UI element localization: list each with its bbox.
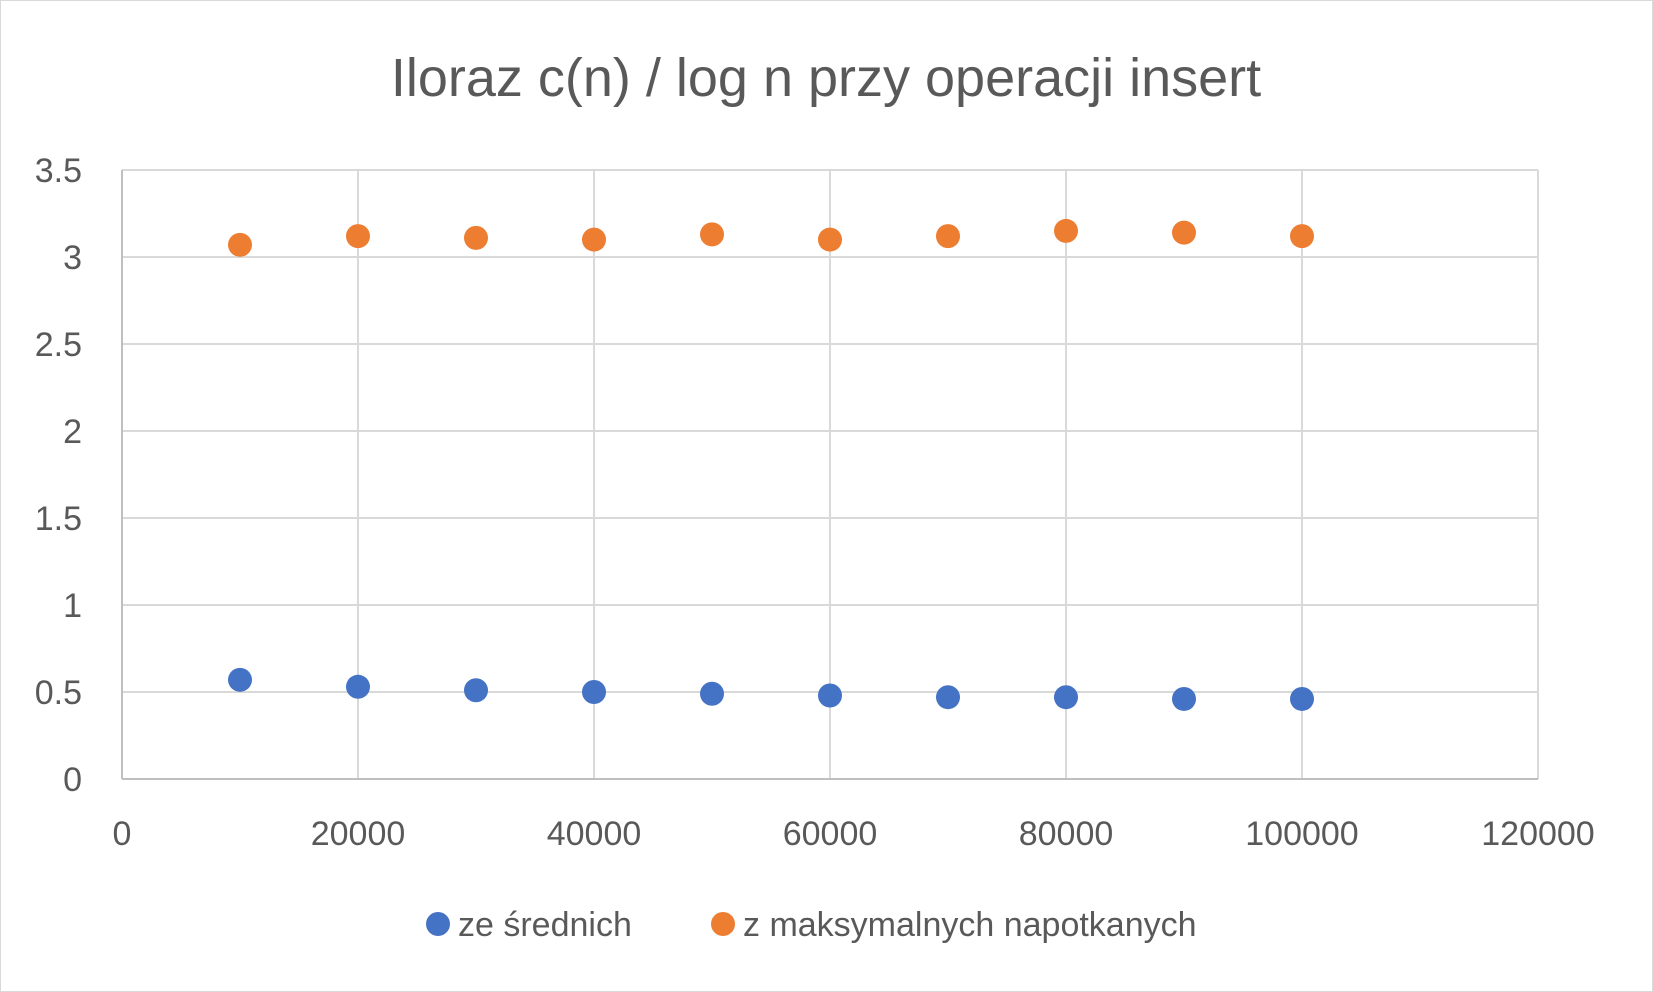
data-point-series-1: [1054, 685, 1078, 710]
data-point-series-2: [818, 227, 842, 252]
data-point-series-1: [1172, 686, 1196, 711]
x-tick-label: 80000: [1019, 815, 1114, 853]
data-point-series-2: [464, 225, 488, 250]
y-tick-label: 0.5: [35, 674, 82, 712]
data-points: [228, 218, 1314, 711]
data-point-series-2: [582, 227, 606, 252]
y-tick-label: 3: [63, 239, 82, 277]
y-axis-tick-labels: 0 0.5 1 1.5 2 2.5 3 3.5: [35, 152, 82, 799]
y-tick-label: 2.5: [35, 326, 82, 364]
y-tick-label: 0: [63, 761, 82, 799]
data-point-series-2: [1290, 224, 1314, 249]
x-tick-label: 60000: [783, 815, 878, 853]
legend-marker-series-1: [426, 912, 450, 936]
legend-marker-series-2: [711, 912, 735, 936]
x-tick-label: 100000: [1245, 815, 1358, 853]
data-point-series-2: [346, 224, 370, 249]
data-point-series-1: [700, 681, 724, 706]
data-point-series-2: [228, 232, 252, 257]
data-point-series-1: [936, 685, 960, 710]
y-tick-label: 2: [63, 413, 82, 451]
y-tick-label: 1.5: [35, 500, 82, 538]
data-point-series-1: [582, 680, 606, 704]
data-point-series-2: [936, 224, 960, 249]
data-point-series-1: [346, 674, 370, 699]
legend: ze średnich z maksymalnych napotkanych: [426, 906, 1197, 944]
x-tick-label: 120000: [1481, 815, 1594, 853]
y-tick-label: 3.5: [35, 152, 82, 190]
chart-title: Iloraz c(n) / log n przy operacji insert: [391, 48, 1261, 108]
data-point-series-1: [1290, 686, 1314, 711]
data-point-series-1: [818, 683, 842, 708]
legend-label-series-2: z maksymalnych napotkanych: [743, 906, 1197, 944]
data-point-series-1: [228, 667, 252, 692]
x-axis-tick-labels: 0 20000 40000 60000 80000 100000 120000: [113, 815, 1595, 853]
data-point-series-2: [700, 222, 724, 247]
x-tick-label: 20000: [311, 815, 406, 853]
x-tick-label: 40000: [547, 815, 642, 853]
y-tick-label: 1: [63, 587, 82, 625]
legend-label-series-1: ze średnich: [458, 906, 632, 944]
data-point-series-1: [464, 678, 488, 703]
x-tick-label: 0: [113, 815, 132, 853]
data-point-series-2: [1054, 218, 1078, 243]
data-point-series-2: [1172, 220, 1196, 245]
axes: [121, 170, 1538, 780]
